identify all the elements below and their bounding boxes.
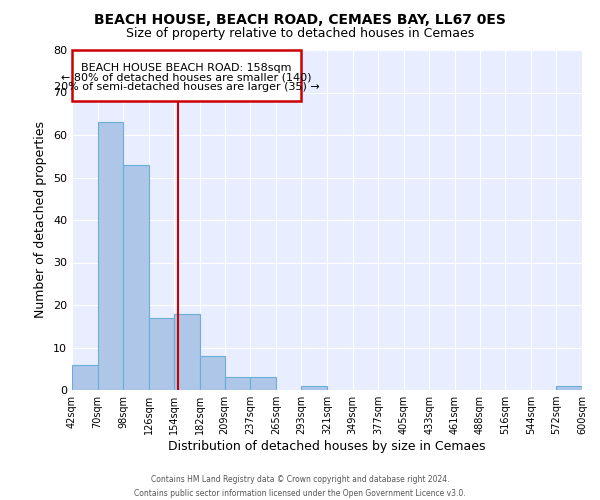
Bar bbox=[250, 378, 276, 390]
Bar bbox=[123, 165, 149, 390]
X-axis label: Distribution of detached houses by size in Cemaes: Distribution of detached houses by size … bbox=[168, 440, 486, 453]
Bar bbox=[224, 378, 250, 390]
Text: 20% of semi-detached houses are larger (35) →: 20% of semi-detached houses are larger (… bbox=[54, 82, 320, 92]
Bar bbox=[72, 364, 98, 390]
FancyBboxPatch shape bbox=[72, 50, 301, 101]
Bar bbox=[98, 122, 123, 390]
Bar bbox=[175, 314, 200, 390]
Bar bbox=[301, 386, 327, 390]
Bar bbox=[149, 318, 175, 390]
Text: BEACH HOUSE, BEACH ROAD, CEMAES BAY, LL67 0ES: BEACH HOUSE, BEACH ROAD, CEMAES BAY, LL6… bbox=[94, 12, 506, 26]
Y-axis label: Number of detached properties: Number of detached properties bbox=[34, 122, 47, 318]
Bar bbox=[556, 386, 582, 390]
Text: Size of property relative to detached houses in Cemaes: Size of property relative to detached ho… bbox=[126, 28, 474, 40]
Text: ← 80% of detached houses are smaller (140): ← 80% of detached houses are smaller (14… bbox=[61, 72, 312, 83]
Text: Contains HM Land Registry data © Crown copyright and database right 2024.
Contai: Contains HM Land Registry data © Crown c… bbox=[134, 476, 466, 498]
Text: BEACH HOUSE BEACH ROAD: 158sqm: BEACH HOUSE BEACH ROAD: 158sqm bbox=[82, 62, 292, 72]
Bar bbox=[200, 356, 224, 390]
